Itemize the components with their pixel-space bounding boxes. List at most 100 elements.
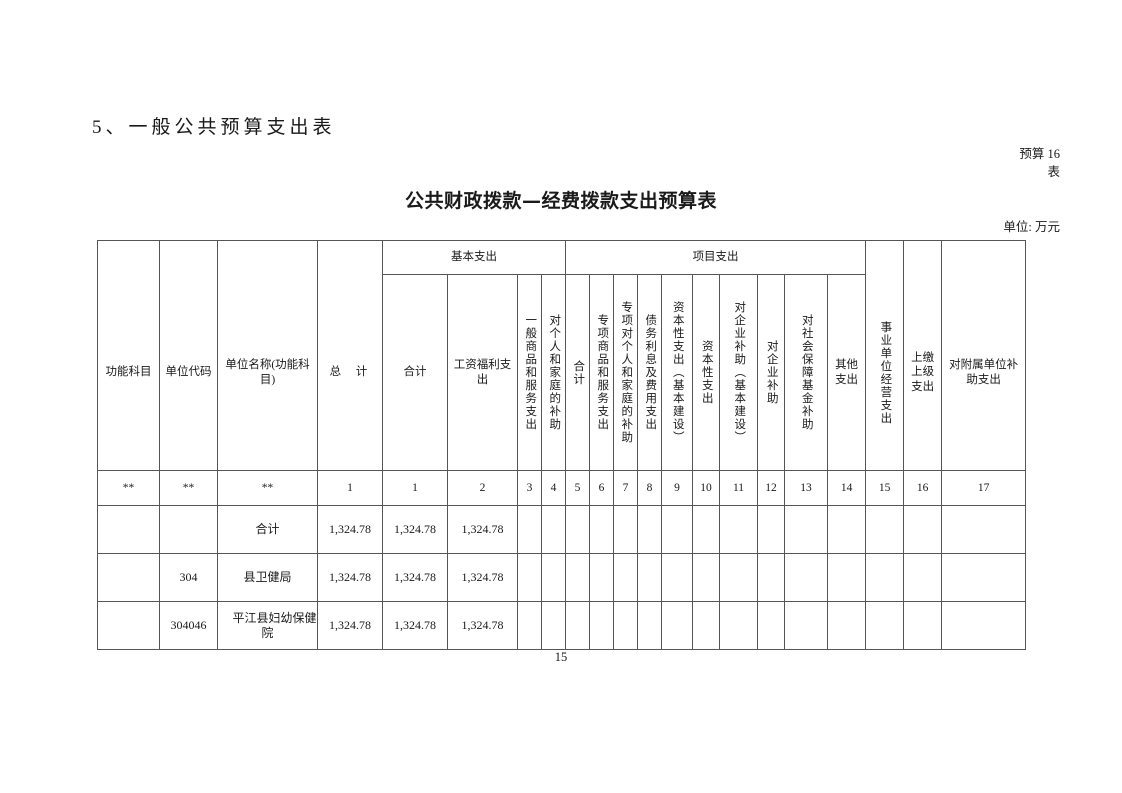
cell-enterprise-subsidy-construction — [719, 601, 758, 650]
cell-subsidy-to-affiliated-units — [941, 601, 1027, 650]
column-header-label: 单位代码 — [165, 366, 212, 379]
table-row: 304046 平江县妇幼保健院 1,324.78 1,324.78 1,324.… — [97, 601, 1027, 650]
budget-table: 基本支出 项目支出 功能科目 单位代码 单位名称(功能科目) — [97, 240, 1027, 650]
column-header-label: 事业单位经营支出 — [879, 320, 892, 425]
cell-salary-welfare: 1,324.78 — [447, 505, 518, 554]
group-header-spacer-3 — [217, 240, 318, 275]
cell-unit-name: 平江县妇幼保健院 — [217, 601, 318, 650]
unit-note: 单位: 万元 — [1003, 220, 1060, 234]
cell-general-goods-services — [517, 601, 542, 650]
cell-salary-welfare: 1,324.78 — [447, 553, 518, 602]
cell-payment-to-superior — [903, 553, 943, 602]
cell-other-expenditure — [826, 553, 867, 602]
cell-special-subsidy-individuals — [613, 553, 638, 602]
cell-unit-code: 304046 — [159, 601, 218, 650]
cell-payment-to-superior — [903, 505, 943, 554]
cell-payment-to-superior — [903, 601, 943, 650]
column-header-label: 对社会保障基金补助 — [800, 314, 813, 431]
column-header-label: 对企业补助（基本建设） — [733, 301, 746, 444]
cell-special-goods-services — [589, 553, 614, 602]
cell-basic-total: 1,324.78 — [382, 601, 448, 650]
column-index: 15 — [865, 470, 905, 506]
column-header-unit-code: 单位代码 — [159, 274, 218, 471]
cell-subsidy-to-affiliated-units — [941, 553, 1027, 602]
cell-social-security-fund-subsidy — [784, 505, 828, 554]
column-header-label: 一般商品和服务支出 — [524, 314, 537, 431]
column-header-label: 资本性支出（基本建设） — [671, 301, 684, 444]
form-number-line2: 表 — [1047, 165, 1060, 180]
column-index: 1 — [317, 470, 383, 506]
column-header-label: 总 计 — [329, 366, 374, 379]
column-index: ** — [159, 470, 218, 506]
cell-salary-welfare: 1,324.78 — [447, 601, 518, 650]
column-header-label: 对企业补助 — [765, 340, 778, 405]
table-header: 基本支出 项目支出 功能科目 单位代码 单位名称(功能科目) — [97, 240, 1027, 506]
column-index: 16 — [903, 470, 943, 506]
cell-project-total — [565, 505, 590, 554]
cell-capital-expenditure-construction — [661, 505, 693, 554]
cell-capital-expenditure-construction — [661, 601, 693, 650]
cell-total: 1,324.78 — [317, 601, 383, 650]
column-header-debt-interest-fees: 债务利息及费用支出 — [637, 274, 662, 471]
group-header-project-expenditure: 项目支出 — [564, 240, 867, 275]
form-number-line1: 预算 16 — [1019, 147, 1060, 161]
table-body: 合计 1,324.78 1,324.78 1,324.78 — [97, 505, 1027, 650]
column-header-label: 单位名称(功能科目) — [225, 359, 310, 386]
cell-unit-code — [159, 505, 218, 554]
budget-table-container: 基本支出 项目支出 功能科目 单位代码 单位名称(功能科目) — [97, 240, 1027, 650]
column-index: 9 — [661, 470, 693, 506]
group-header-spacer-2 — [159, 240, 218, 275]
group-header-basic-expenditure: 基本支出 — [382, 240, 566, 275]
column-header-subsidy-to-affiliated-units: 对附属单位补助支出 — [941, 274, 1027, 471]
group-header-spacer-6 — [903, 240, 943, 275]
column-index: 12 — [757, 470, 785, 506]
column-header-label: 专项商品和服务支出 — [596, 314, 609, 431]
column-header-capital-expenditure: 资本性支出 — [692, 274, 720, 471]
column-header-label: 其他支出 — [835, 359, 859, 386]
column-header-social-security-fund-subsidy: 对社会保障基金补助 — [784, 274, 828, 471]
column-header-label: 对附属单位补助支出 — [949, 359, 1019, 386]
cell-other-expenditure — [826, 601, 867, 650]
cell-general-goods-services — [517, 505, 542, 554]
cell-special-goods-services — [589, 601, 614, 650]
page-number: 15 — [554, 650, 568, 664]
column-header-institution-operating-expenditure: 事业单位经营支出 — [865, 274, 905, 471]
cell-special-subsidy-individuals — [613, 601, 638, 650]
form-number: 预算 16 表 — [1019, 145, 1060, 181]
cell-capital-expenditure — [692, 505, 720, 554]
cell-subsidy-individuals-families — [541, 553, 566, 602]
cell-general-goods-services — [517, 553, 542, 602]
column-index: 13 — [784, 470, 828, 506]
cell-capital-expenditure — [692, 553, 720, 602]
column-header-label: 专项对个人和家庭的补助 — [620, 301, 633, 444]
column-index: 6 — [589, 470, 614, 506]
cell-subsidy-to-affiliated-units — [941, 505, 1027, 554]
column-header-label: 合计 — [572, 359, 585, 386]
cell-unit-name: 合计 — [217, 505, 318, 554]
column-header-other-expenditure: 其他支出 — [826, 274, 867, 471]
cell-special-goods-services — [589, 505, 614, 554]
column-header-unit-name: 单位名称(功能科目) — [217, 274, 318, 471]
cell-unit-code: 304 — [159, 553, 218, 602]
column-header-label: 债务利息及费用支出 — [644, 314, 657, 431]
cell-debt-interest-fees — [637, 553, 662, 602]
column-index: 2 — [447, 470, 518, 506]
cell-total: 1,324.78 — [317, 505, 383, 554]
cell-functional-subject — [97, 601, 160, 650]
cell-debt-interest-fees — [637, 601, 662, 650]
column-header-row: 功能科目 单位代码 单位名称(功能科目) 总 计 合计 工资 — [97, 274, 1027, 471]
column-index: 11 — [719, 470, 758, 506]
cell-social-security-fund-subsidy — [784, 601, 828, 650]
cell-institution-operating-expenditure — [865, 601, 905, 650]
column-index: 17 — [941, 470, 1027, 506]
cell-basic-total: 1,324.78 — [382, 505, 448, 554]
column-index: 10 — [692, 470, 720, 506]
column-header-functional-subject: 功能科目 — [97, 274, 160, 471]
column-index: 5 — [565, 470, 590, 506]
cell-basic-total: 1,324.78 — [382, 553, 448, 602]
cell-unit-name: 县卫健局 — [217, 553, 318, 602]
column-header-label: 功能科目 — [105, 366, 152, 379]
cell-subsidy-individuals-families — [541, 505, 566, 554]
cell-enterprise-subsidy-construction — [719, 553, 758, 602]
column-index-row: ** ** ** 1 1 2 3 4 5 6 7 8 9 10 11 12 13 — [97, 470, 1027, 506]
